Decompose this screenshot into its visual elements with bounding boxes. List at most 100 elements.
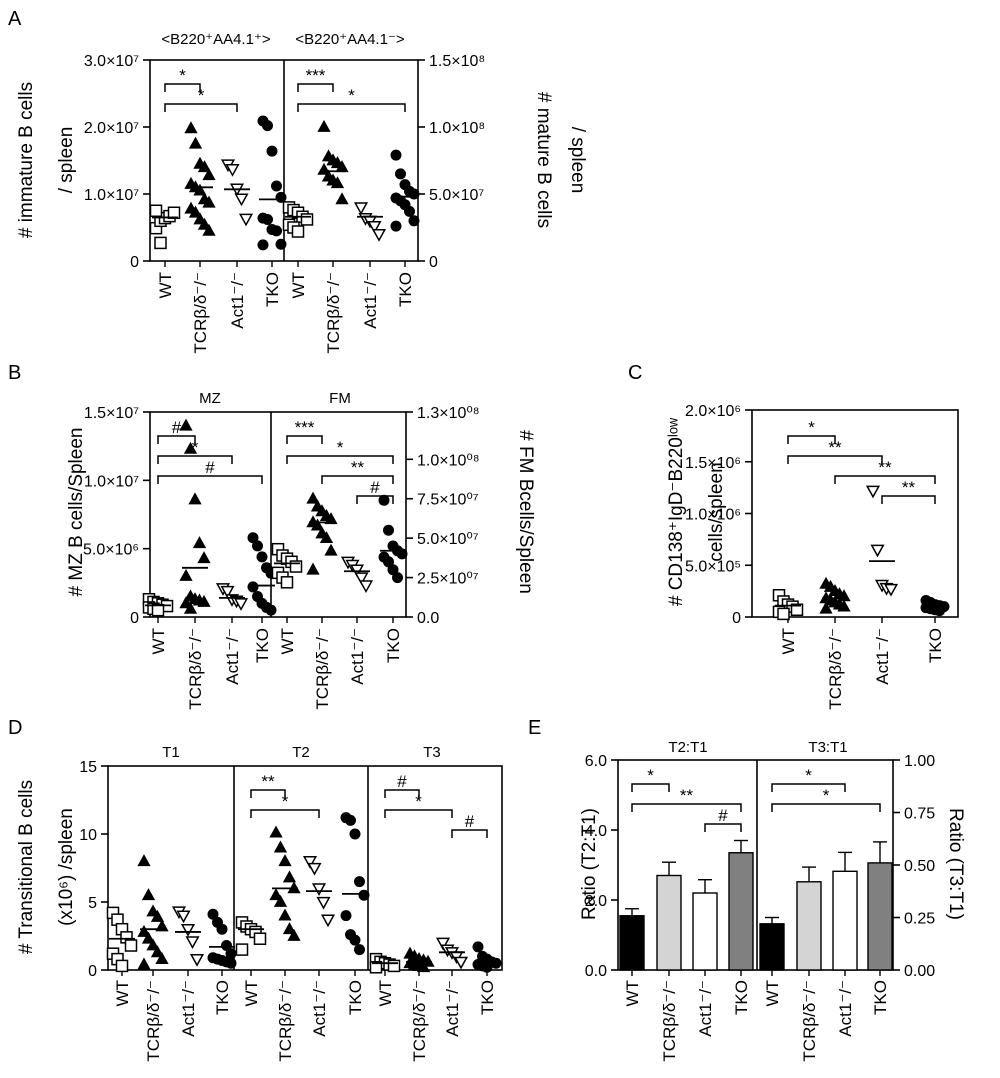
data-point-A (262, 213, 273, 225)
data-point-C (837, 599, 851, 612)
x-tick-label-D: Act1⁻/⁻ (310, 980, 329, 1037)
significance-label-E: * (805, 766, 812, 785)
y-tick-label-left-C: 1.5×10⁶ (685, 455, 741, 472)
significance-label-E: # (718, 806, 728, 825)
data-point-D (481, 961, 493, 973)
data-point-C (870, 544, 885, 558)
x-tick-label-B: Act1⁻/⁻ (348, 628, 367, 685)
y-axis-label-left-E: Ratio (T2:T1) (579, 808, 600, 920)
x-tick-label-C: Act1⁻/⁻ (873, 628, 892, 685)
data-point-A (275, 238, 287, 250)
subplot-title-D: T2 (292, 744, 310, 761)
data-point-A (202, 223, 216, 236)
x-tick-label-C: TCRβ/δ⁻/⁻ (826, 628, 845, 710)
significance-bracket-A (297, 103, 406, 112)
y-tick-label-left-B: 5.0×10⁶ (83, 542, 139, 559)
significance-label-B: # (205, 458, 215, 477)
data-point-C (790, 603, 804, 617)
x-tick-label-B: TCRβ/δ⁻/⁻ (186, 628, 205, 710)
subplot-title-A: <B220⁺AA4.1⁺> (161, 31, 270, 48)
x-tick-label-E: TCRβ/δ⁻/⁻ (660, 980, 679, 1062)
data-point-B (378, 494, 390, 506)
bar-E (728, 852, 754, 971)
panel-letter-A: A (8, 8, 22, 30)
y-axis-label-right-E: Ratio (T3:T1) (945, 808, 966, 920)
bar-E (832, 870, 858, 971)
x-tick-label-E: WT (623, 980, 642, 1006)
data-point-B (383, 524, 394, 536)
significance-label-A: * (179, 66, 186, 85)
data-point-D (349, 934, 361, 946)
x-tick-label-C: TKO (926, 628, 945, 663)
y-tick-label-left-E: 6.0 (585, 753, 607, 770)
y-tick-label-left-C: 2.0×10⁶ (685, 403, 741, 420)
significance-bracket-B (286, 455, 394, 464)
x-tick-label-D: TCRβ/δ⁻/⁻ (144, 980, 163, 1062)
data-point-D (282, 922, 297, 935)
data-point-B (358, 580, 374, 594)
significance-bracket-E (631, 783, 670, 792)
y-tick-label-left-A: 2.0×10⁷ (84, 120, 139, 137)
data-point-B (151, 603, 165, 617)
data-point-D (225, 957, 237, 969)
data-point-A (330, 176, 345, 189)
significance-bracket-D (250, 809, 320, 818)
significance-label-B: # (172, 418, 182, 437)
subplot-title-A: <B220⁺AA4.1⁻> (295, 31, 404, 48)
significance-bracket-B (157, 475, 263, 484)
significance-bracket-B (157, 435, 196, 444)
data-point-D (235, 943, 249, 956)
data-point-A (335, 192, 349, 205)
significance-bracket-C (787, 435, 836, 444)
plot-frame-D (107, 765, 503, 971)
y-tick-label-right-E: 0.25 (904, 911, 935, 928)
data-point-B (179, 418, 193, 431)
significance-bracket-E (631, 803, 742, 812)
subplot-title-B: MZ (199, 390, 221, 407)
data-point-D (115, 959, 129, 973)
data-point-A (317, 119, 331, 132)
data-point-D (320, 914, 336, 928)
x-tick-label-D: Act1⁻/⁻ (443, 980, 462, 1037)
x-tick-label-B: TKO (384, 628, 403, 663)
x-tick-label-E: Act1⁻/⁻ (836, 980, 855, 1037)
y-tick-label-right-A: 1.0×10⁸ (429, 120, 485, 137)
y-axis-label-left-A: / spleen (56, 127, 77, 194)
x-tick-label-B: TKO (253, 628, 272, 663)
significance-label-A: * (348, 86, 355, 105)
data-point-D (273, 894, 288, 907)
x-tick-label-D: TKO (213, 980, 232, 1015)
data-point-C (934, 605, 945, 617)
panel-letter-D: D (8, 717, 22, 739)
data-point-D (311, 883, 327, 897)
significance-label-C: ** (902, 478, 916, 497)
x-tick-label-D: TKO (478, 980, 497, 1015)
y-tick-label-right-E: 0.00 (904, 963, 935, 980)
bar-E (867, 862, 893, 971)
subplot-title-D: T1 (162, 744, 180, 761)
y-tick-label-left-B: 1.0×10⁷ (84, 473, 139, 490)
y-tick-label-left-D: 5 (88, 895, 97, 912)
significance-label-D: * (415, 792, 422, 811)
x-tick-label-D: TKO (346, 980, 365, 1015)
data-point-D (278, 908, 292, 921)
significance-label-A: *** (306, 66, 326, 85)
significance-bracket-D (451, 829, 488, 838)
y-tick-label-left-C: 0 (732, 610, 741, 627)
significance-bracket-C (834, 475, 936, 484)
x-tick-label-E: Act1⁻/⁻ (696, 980, 715, 1037)
significance-bracket-B (321, 475, 394, 484)
x-tick-label-A: TCRβ/δ⁻/⁻ (191, 272, 210, 354)
data-point-B (188, 492, 202, 505)
x-tick-label-C: WT (779, 628, 798, 654)
data-point-B (197, 551, 211, 564)
x-tick-label-A: Act1⁻/⁻ (361, 272, 380, 329)
significance-label-B: * (337, 438, 344, 457)
x-tick-label-E: TCRβ/δ⁻/⁻ (800, 980, 819, 1062)
data-point-A (408, 215, 420, 227)
y-tick-label-right-B: 1.3×10⁰⁸ (417, 405, 480, 422)
data-point-B (306, 491, 320, 504)
y-axis-label-right-A: / spleen (567, 127, 588, 194)
data-point-B (220, 585, 235, 599)
